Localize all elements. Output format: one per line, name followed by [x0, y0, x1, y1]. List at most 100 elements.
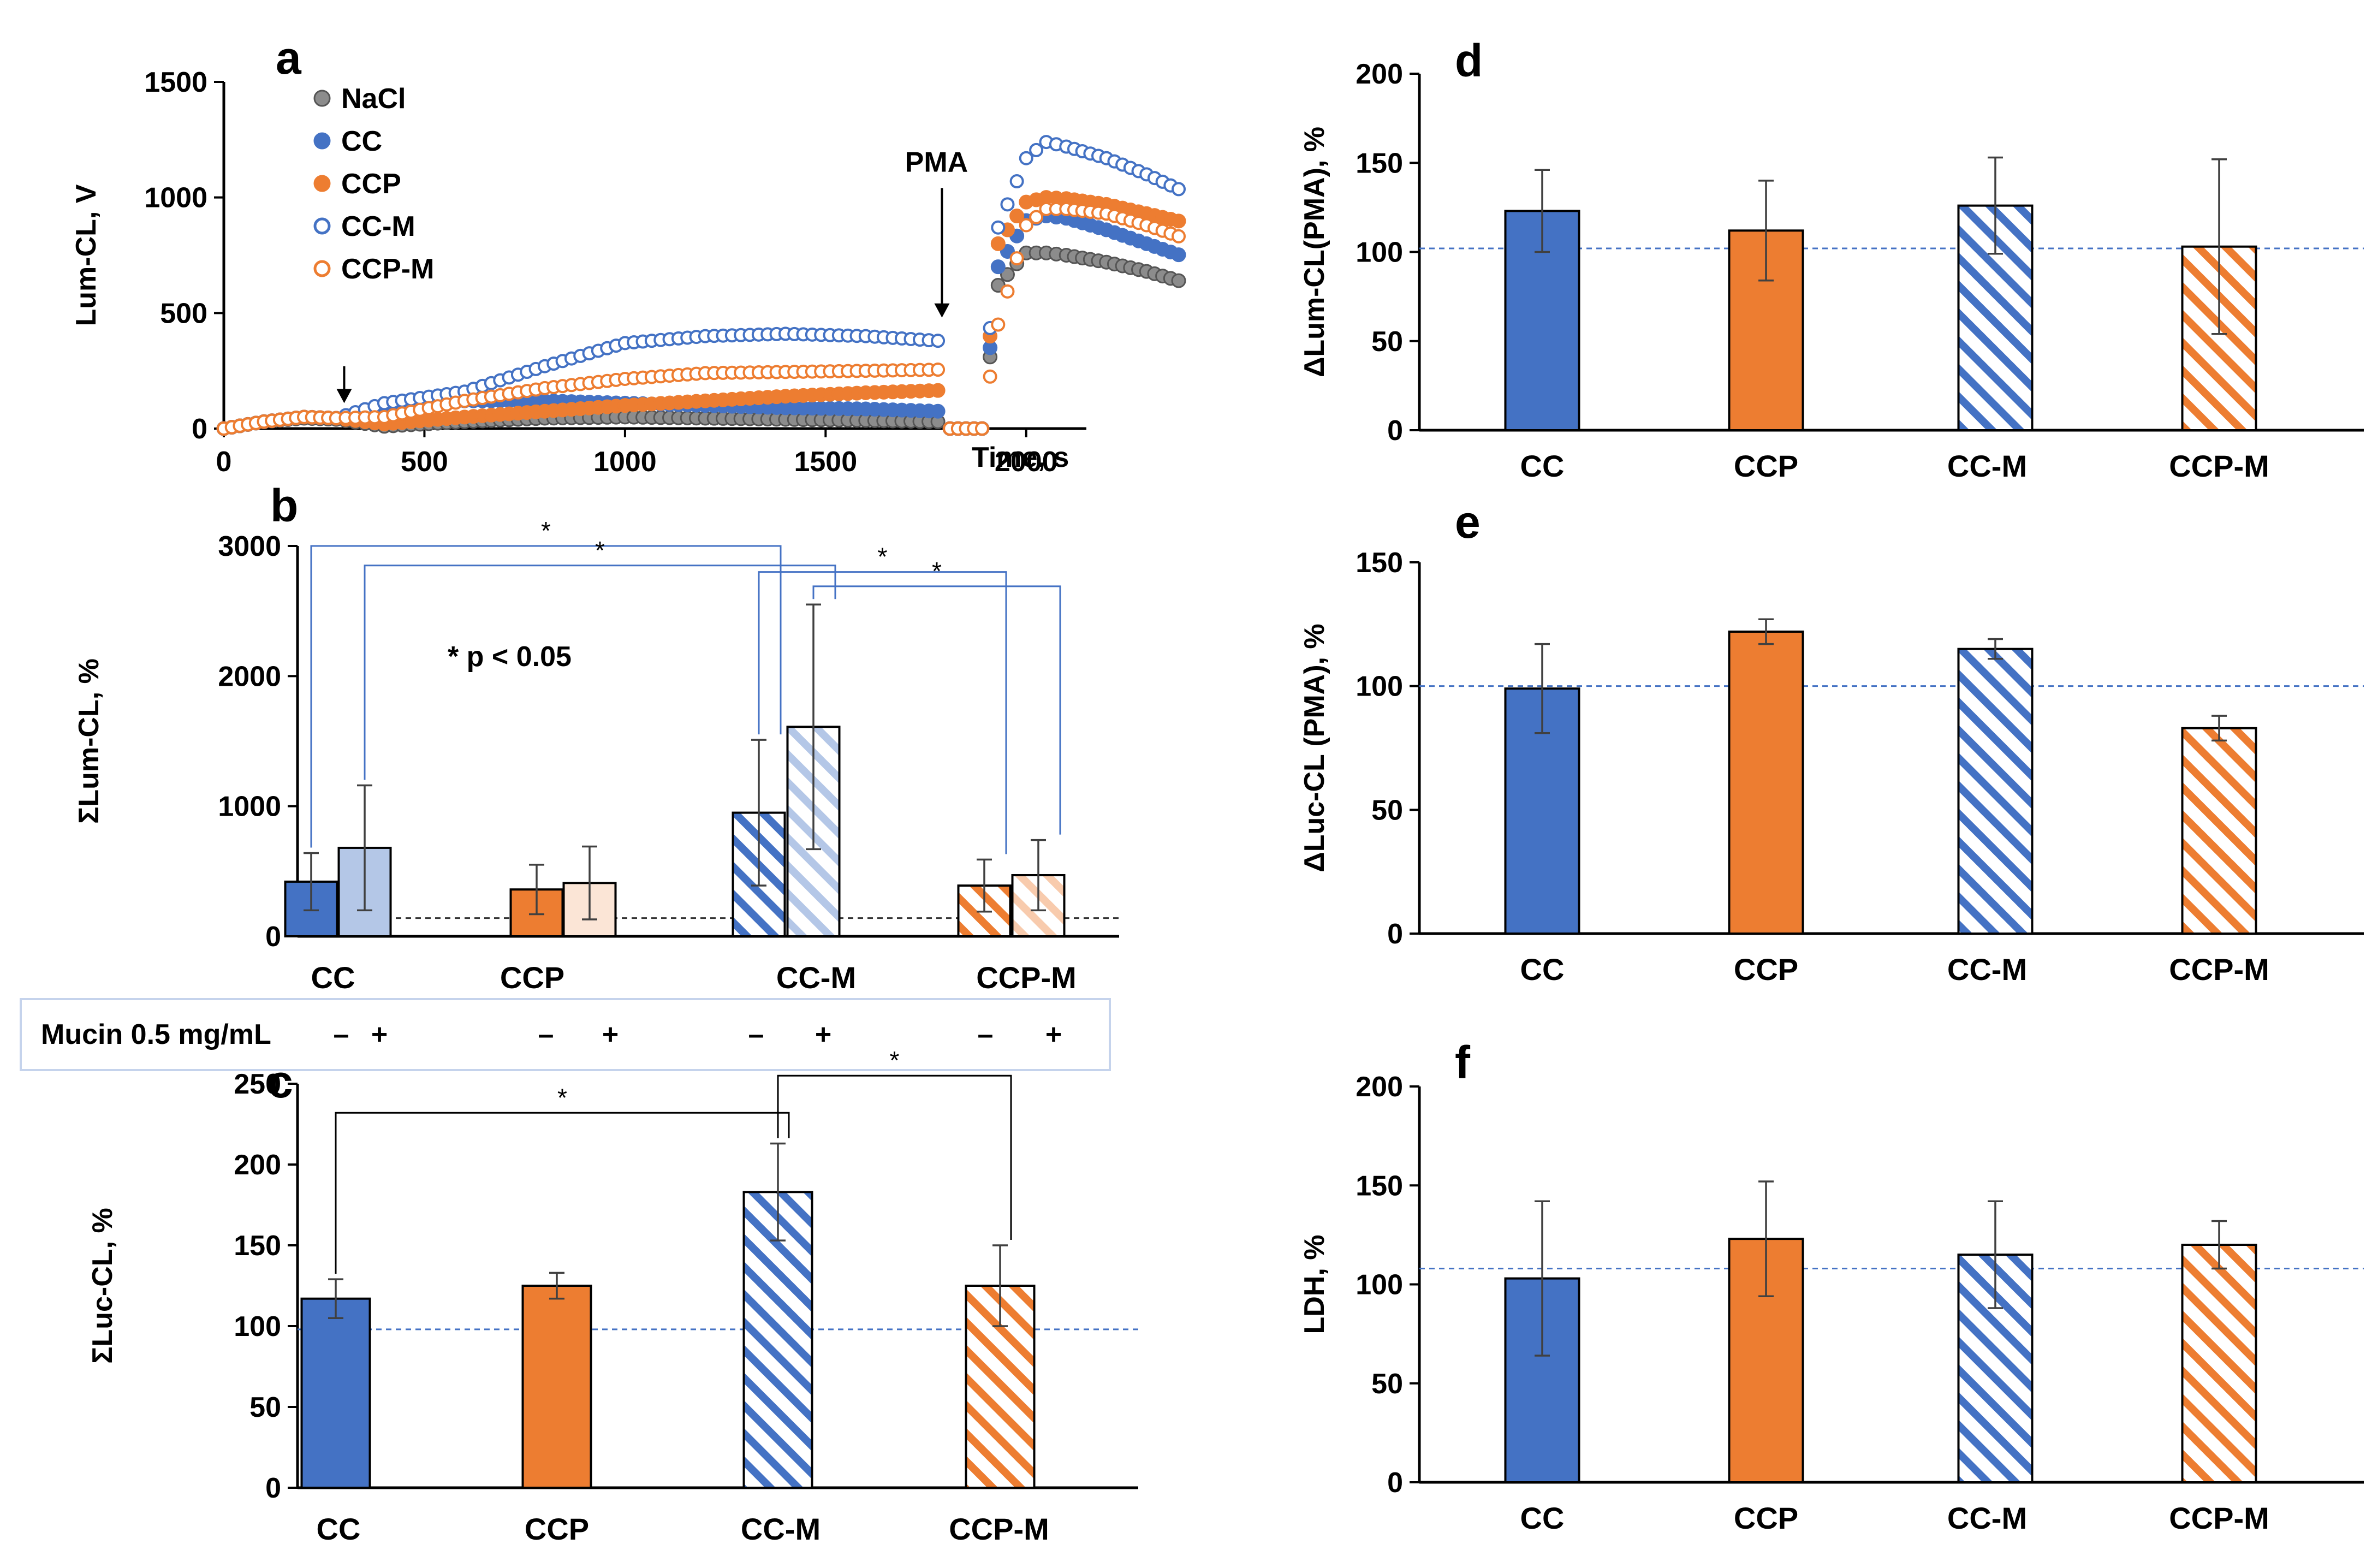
panel-label: b — [270, 480, 298, 531]
y-tick-label: 50 — [1371, 794, 1403, 826]
mucin-row: Mucin 0.5 mg/mL – + – + – + – + — [20, 998, 1111, 1071]
y-tick-label: 150 — [234, 1230, 281, 1262]
data-point — [1171, 213, 1186, 229]
category-label: CC — [317, 1512, 361, 1546]
y-tick-label: 200 — [234, 1149, 281, 1181]
mucin-row-box — [20, 998, 1111, 1071]
data-point — [1000, 267, 1015, 282]
data-point — [974, 421, 989, 436]
data-point — [931, 363, 946, 377]
significance-star: * — [557, 1083, 567, 1112]
category-label: CCP-M — [976, 960, 1077, 995]
y-tick-label: 100 — [234, 1311, 281, 1343]
x-tick-label: 2000 — [995, 446, 1058, 478]
annotation-label: PMA — [905, 146, 968, 178]
category-label: CCP-M — [2169, 1501, 2269, 1535]
y-tick-label: 200 — [1356, 1071, 1403, 1103]
y-axis-label: ΔLuc-CL (PMA), % — [1299, 623, 1330, 872]
y-tick-label: 500 — [160, 298, 207, 329]
y-tick-label: 0 — [265, 921, 281, 953]
category-label: CCP — [525, 1512, 589, 1546]
data-point — [1019, 218, 1033, 233]
bar-ccp — [1728, 229, 1804, 431]
x-tick-label: 1000 — [593, 446, 657, 478]
panel-label: f — [1455, 1037, 1471, 1088]
significance-note: * p < 0.05 — [448, 641, 572, 673]
data-point — [1171, 247, 1186, 263]
bar-cc — [300, 1297, 371, 1489]
mucin-sign: + — [602, 1019, 619, 1050]
y-tick-label: 0 — [1387, 918, 1403, 950]
data-point — [1009, 251, 1024, 266]
data-point — [931, 334, 946, 348]
data-point — [1009, 174, 1024, 189]
y-tick-label: 0 — [265, 1472, 281, 1504]
significance-bracket — [777, 1074, 1012, 1240]
y-tick-label: 250 — [234, 1068, 281, 1100]
y-tick-label: 150 — [1356, 147, 1403, 179]
data-point — [1009, 209, 1025, 224]
data-point — [990, 259, 1006, 275]
legend-label: CCP-M — [341, 253, 434, 285]
category-label: CC-M — [776, 960, 856, 995]
category-label: CC — [1520, 449, 1565, 483]
y-tick-label: 2000 — [218, 661, 281, 692]
annotation-arrowhead — [934, 303, 950, 318]
y-tick-label: 3000 — [218, 531, 281, 562]
mucin-sign: – — [978, 1019, 994, 1050]
data-point — [983, 369, 997, 384]
mucin-sign: – — [748, 1019, 764, 1050]
significance-star: * — [890, 1046, 900, 1074]
category-label: CC-M — [1947, 1501, 2027, 1535]
chart-e: 0 50 100 150 ΔLuc-CL (PMA), % e CC CCP CC-M CCP-M — [1299, 496, 2364, 987]
y-axis-label: ΣLum-CL, % — [73, 658, 105, 824]
data-point — [930, 383, 946, 398]
legend-marker — [313, 260, 331, 277]
annotation-arrowhead — [336, 389, 352, 403]
category-label: CC — [1520, 1501, 1565, 1535]
data-point — [1172, 229, 1186, 243]
data-point — [930, 403, 946, 419]
category-label: CCP — [1734, 449, 1798, 483]
y-tick-label: 100 — [1356, 671, 1403, 703]
significance-bracket — [364, 565, 836, 780]
category-label: CCP — [1734, 1501, 1798, 1535]
data-point — [990, 236, 1006, 251]
chart-a: 0 500 1000 1500 Lum-CL, V a 0 500 1000 1500 2000Ti… — [70, 32, 1186, 478]
bar-ccp — [521, 1285, 592, 1489]
y-tick-label: 200 — [1356, 58, 1403, 90]
y-tick-label: 100 — [1356, 237, 1403, 269]
bar-ccp-m — [2181, 1244, 2257, 1483]
y-tick-label: 50 — [249, 1392, 281, 1423]
y-tick-label: 150 — [1356, 547, 1403, 579]
category-label: CCP — [1734, 952, 1798, 987]
y-tick-label: 150 — [1356, 1170, 1403, 1202]
mucin-sign: + — [1045, 1019, 1062, 1050]
y-tick-label: 1000 — [218, 791, 281, 823]
significance-star: * — [541, 516, 551, 545]
category-label: CC-M — [741, 1512, 821, 1546]
legend-marker — [313, 132, 331, 150]
series-ccp-m — [217, 201, 1186, 436]
category-label: CC — [1520, 952, 1565, 987]
data-point — [1019, 151, 1033, 165]
category-label: CCP-M — [949, 1512, 1049, 1546]
panel-label: e — [1455, 496, 1481, 548]
category-label: CCP-M — [2169, 952, 2269, 987]
data-point — [991, 220, 1006, 235]
x-tick-label: 1500 — [794, 446, 857, 478]
legend-label: CC — [341, 126, 382, 157]
x-axis-label: Time, s — [972, 442, 1069, 473]
y-tick-label: 0 — [1387, 415, 1403, 447]
legend-marker — [313, 175, 331, 192]
bar-cc-m — [1957, 648, 2034, 935]
data-point — [991, 317, 1006, 332]
significance-bracket — [335, 1112, 790, 1274]
legend-marker — [313, 217, 331, 235]
legend-marker — [313, 90, 331, 107]
legend-label: NaCl — [341, 83, 406, 115]
x-tick-label: 500 — [401, 446, 448, 478]
significance-star: * — [932, 557, 942, 585]
panel-label: a — [276, 32, 302, 84]
